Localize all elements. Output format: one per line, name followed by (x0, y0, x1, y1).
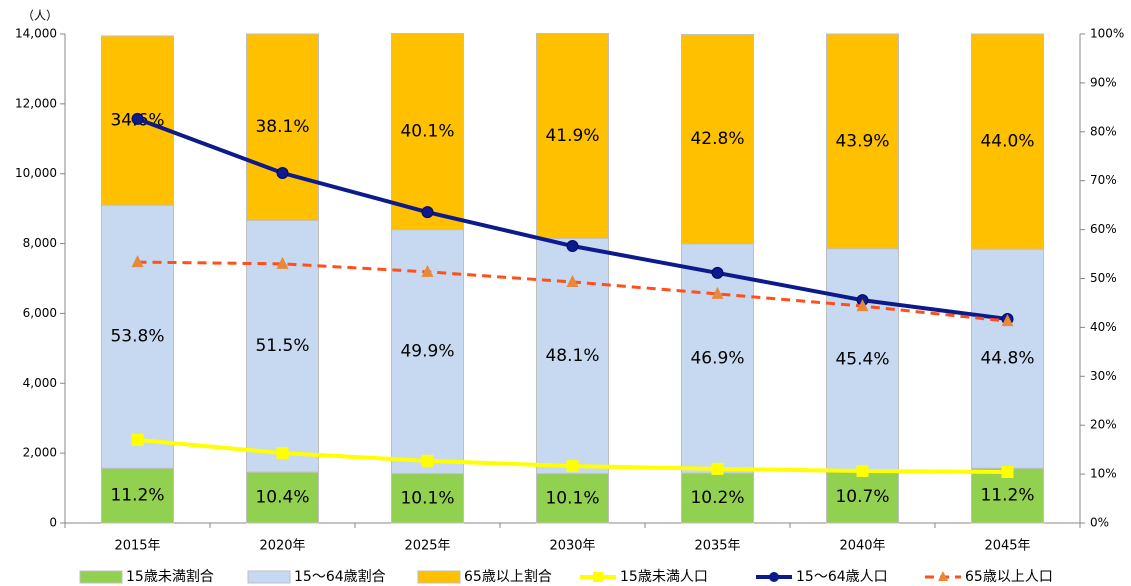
bar-segment (246, 471, 319, 524)
y2-tick-label: 0% (1090, 516, 1109, 530)
data-label: 48.1% (545, 346, 599, 366)
x-tick-label: 2020年 (259, 539, 305, 554)
bar-segment (826, 33, 899, 250)
data-label: 51.5% (255, 336, 309, 356)
legend-label: 15歳未満割合 (126, 568, 214, 585)
line-marker (711, 286, 724, 299)
line-marker (421, 454, 434, 467)
x-tick-label: 2015年 (114, 539, 160, 554)
y2-tick-label: 30% (1090, 369, 1117, 383)
legend-marker (593, 572, 603, 582)
y-tick-label: 6,000 (23, 306, 57, 320)
line-marker (856, 464, 869, 477)
line-marker (856, 299, 869, 312)
x-tick-label: 2045年 (984, 539, 1030, 554)
y2-tick-label: 10% (1090, 467, 1117, 481)
legend-label: 15歳未満人口 (620, 569, 708, 585)
data-label: 41.9% (545, 126, 599, 146)
data-label: 53.8% (110, 327, 164, 347)
y2-tick-label: 60% (1090, 222, 1117, 236)
y-tick-label: 0 (49, 516, 57, 530)
x-tick-label: 2030年 (549, 539, 595, 554)
bar-segment (101, 204, 174, 469)
line-marker (131, 112, 144, 125)
y-tick-label: 4,000 (23, 376, 57, 390)
data-label: 10.1% (400, 488, 454, 508)
legend-label: 65歳以上割合 (464, 568, 552, 585)
line-marker (276, 447, 289, 460)
line-marker (1001, 466, 1014, 479)
bar-segment (246, 33, 319, 221)
bar-segment (681, 33, 754, 245)
y2-tick-label: 80% (1090, 124, 1117, 138)
data-label: 46.9% (690, 348, 744, 368)
y-unit-label: （人） (22, 9, 58, 23)
y-tick-label: 2,000 (23, 446, 57, 460)
bar-segment (971, 33, 1044, 250)
data-label: 44.0% (980, 132, 1034, 152)
x-tick-label: 2035年 (694, 539, 740, 554)
legend-label: 15〜64歳人口 (796, 569, 888, 585)
y2-tick-label: 40% (1090, 320, 1117, 334)
bar-segment (391, 473, 464, 524)
line-marker (131, 433, 144, 446)
bar-segment (971, 248, 1044, 469)
data-label: 10.7% (835, 487, 889, 507)
x-tick-label: 2025年 (404, 539, 450, 554)
data-label: 45.4% (835, 350, 889, 370)
line-marker (1001, 314, 1014, 327)
bar-segment (536, 33, 609, 239)
y2-tick-label: 20% (1090, 418, 1117, 432)
line-marker (711, 462, 724, 475)
legend-swatch (247, 570, 291, 584)
y2-tick-label: 50% (1090, 271, 1117, 285)
line-marker (566, 460, 579, 473)
line-marker (276, 256, 289, 269)
line-marker (421, 264, 434, 277)
bar-segment (391, 33, 464, 231)
legend-label: 65歳以上人口 (965, 569, 1053, 585)
bar-segment (681, 243, 754, 474)
legend-marker (938, 571, 948, 581)
line-marker (566, 240, 579, 253)
data-label: 11.2% (110, 486, 164, 506)
legend-swatch (79, 570, 123, 584)
data-label: 10.4% (255, 488, 309, 508)
y-tick-label: 10,000 (15, 166, 57, 180)
y-tick-label: 14,000 (15, 27, 57, 41)
bar-segment (101, 467, 174, 524)
data-label: 38.1% (255, 117, 309, 137)
line-marker (276, 167, 289, 180)
y-tick-label: 8,000 (23, 236, 57, 250)
data-label: 10.2% (690, 488, 744, 508)
y-tick-label: 12,000 (15, 96, 57, 110)
bar-segment (826, 470, 899, 524)
bar-segment (681, 472, 754, 524)
data-label: 10.1% (545, 488, 599, 508)
y2-tick-label: 70% (1090, 173, 1117, 187)
data-label: 42.8% (690, 129, 744, 149)
y2-tick-label: 90% (1090, 75, 1117, 89)
data-label: 11.2% (980, 486, 1034, 506)
line-marker (421, 206, 434, 219)
legend-swatch (417, 570, 461, 584)
y2-tick-label: 100% (1090, 27, 1124, 41)
x-tick-label: 2040年 (839, 539, 885, 554)
data-label: 49.9% (400, 342, 454, 362)
line-marker (131, 255, 144, 268)
legend-marker (769, 572, 779, 582)
data-label: 43.9% (835, 131, 889, 151)
data-label: 40.1% (400, 122, 454, 142)
bar-segment (826, 248, 899, 472)
line-marker (566, 274, 579, 287)
legend-label: 15〜64歳割合 (294, 568, 386, 585)
line-marker (711, 266, 724, 279)
data-label: 44.8% (980, 349, 1034, 369)
